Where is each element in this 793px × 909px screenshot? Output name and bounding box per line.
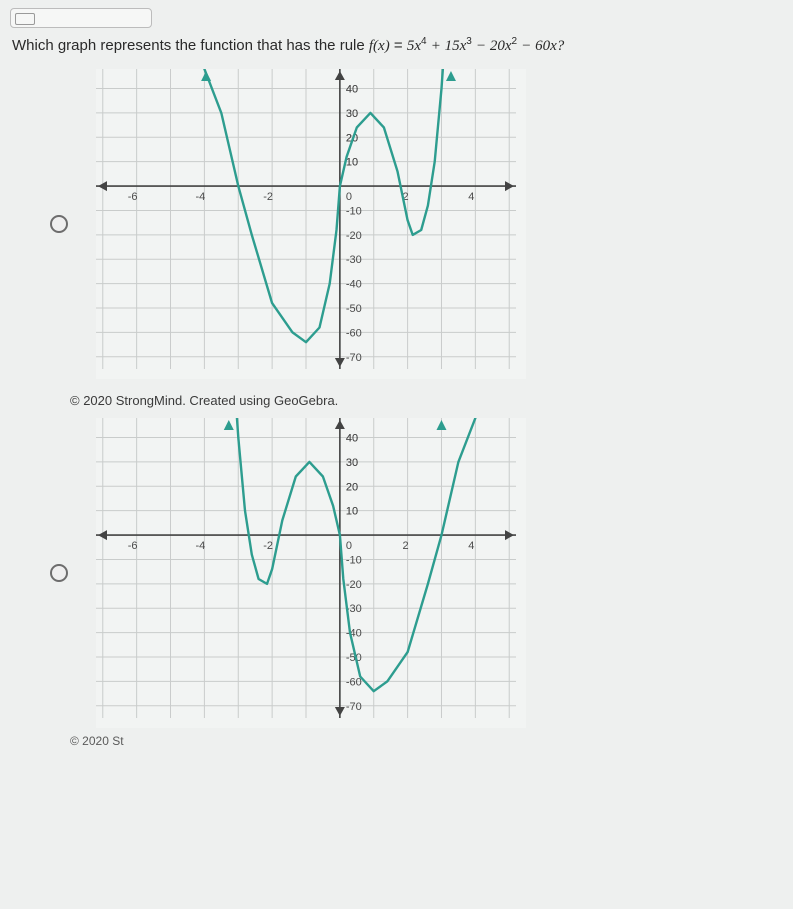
credit-1: © 2020 StrongMind. Created using GeoGebr… [70, 393, 783, 408]
chart-2: -6-4-20421020304040302010-10-20-30-40-50… [96, 418, 526, 728]
svg-text:-50: -50 [346, 303, 362, 315]
term1b: 4 [421, 36, 427, 47]
svg-text:-40: -40 [346, 628, 362, 640]
answer-option-2[interactable]: -6-4-20421020304040302010-10-20-30-40-50… [50, 418, 783, 728]
svg-text:-60: -60 [346, 327, 362, 339]
chart-1: -6-4-20421020304040302010-10-20-30-40-50… [96, 69, 526, 379]
svg-text:-70: -70 [346, 701, 362, 713]
fx-symbol: f(x) [369, 38, 390, 54]
svg-text:-60: -60 [346, 676, 362, 688]
svg-text:30: 30 [346, 108, 358, 120]
svg-text:-2: -2 [263, 191, 273, 203]
svg-text:-4: -4 [195, 540, 205, 552]
credit-2: © 2020 St [70, 734, 783, 748]
term1a: 5x [407, 38, 421, 54]
svg-text:20: 20 [346, 481, 358, 493]
term2b: 3 [466, 36, 472, 47]
question-text: Which graph represents the function that… [12, 36, 783, 55]
svg-text:4: 4 [468, 540, 474, 552]
radio-2[interactable] [50, 564, 68, 582]
svg-text:-6: -6 [128, 191, 138, 203]
svg-text:-6: -6 [128, 540, 138, 552]
svg-text:40: 40 [346, 433, 358, 445]
answer-option-1[interactable]: -6-4-20421020304040302010-10-20-30-40-50… [50, 69, 783, 379]
svg-text:40: 40 [346, 84, 358, 96]
term4: − 60x? [521, 38, 564, 54]
svg-text:-20: -20 [346, 230, 362, 242]
svg-text:10: 10 [346, 506, 358, 518]
term2a: + 15x [431, 38, 467, 54]
svg-text:-10: -10 [346, 554, 362, 566]
svg-text:10: 10 [346, 157, 358, 169]
radio-1[interactable] [50, 215, 68, 233]
toolbar-remnant [10, 8, 152, 28]
svg-text:-20: -20 [346, 579, 362, 591]
svg-text:4: 4 [468, 191, 474, 203]
svg-text:-70: -70 [346, 352, 362, 364]
svg-text:30: 30 [346, 457, 358, 469]
svg-text:0: 0 [346, 191, 352, 203]
svg-text:-2: -2 [263, 540, 273, 552]
svg-text:-4: -4 [195, 191, 205, 203]
svg-text:-30: -30 [346, 254, 362, 266]
term3b: 2 [512, 36, 518, 47]
term3a: − 20x [476, 38, 512, 54]
svg-text:2: 2 [403, 540, 409, 552]
question-prefix: Which graph represents the function that… [12, 37, 369, 54]
svg-text:0: 0 [346, 540, 352, 552]
svg-text:-40: -40 [346, 279, 362, 291]
equals: = [394, 37, 407, 54]
svg-text:-10: -10 [346, 205, 362, 217]
